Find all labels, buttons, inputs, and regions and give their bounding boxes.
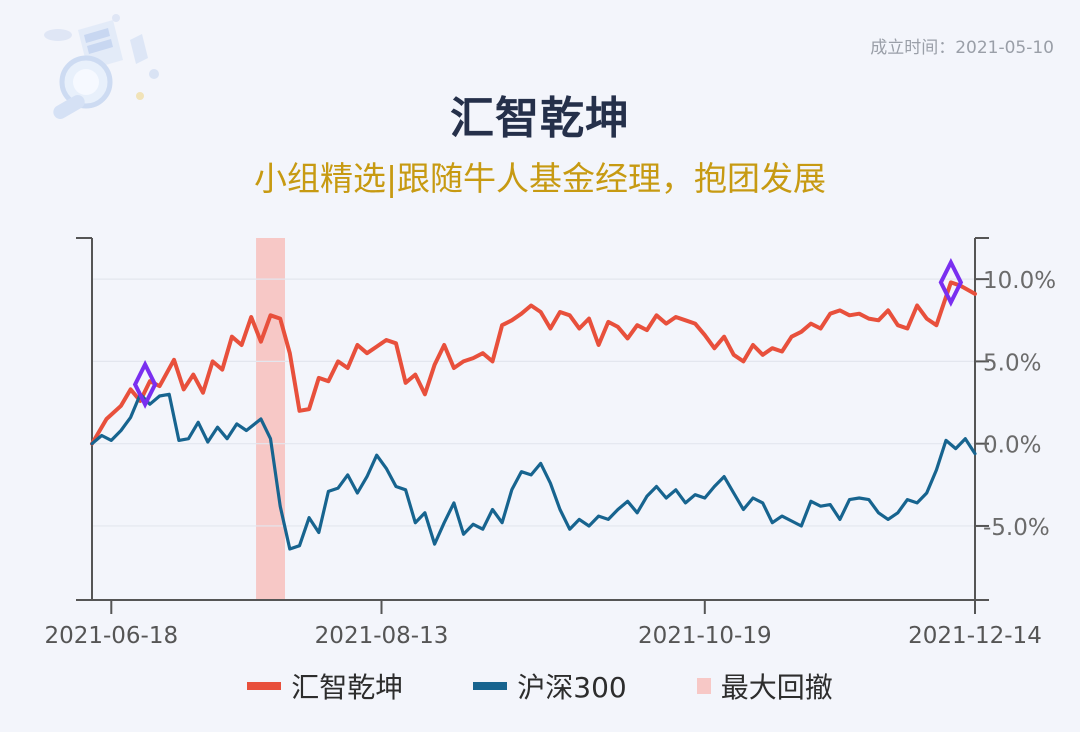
tick-labels: 10.0% 5.0% 0.0% -5.0% 2021-06-18 2021-08-13 20… bbox=[44, 268, 1056, 649]
x-tick-label: 2021-10-19 bbox=[638, 623, 772, 649]
series-line-index bbox=[90, 392, 977, 551]
axes bbox=[76, 237, 989, 614]
y-tick-label: -5.0% bbox=[983, 515, 1050, 541]
founded-date: 成立时间：2021-05-10 bbox=[870, 38, 1054, 58]
x-tick-label: 2021-08-13 bbox=[315, 623, 449, 649]
grid-lines bbox=[92, 278, 975, 527]
diamond-marker bbox=[132, 359, 158, 409]
legend-label-fund: 汇智乾坤 bbox=[291, 671, 404, 704]
legend: 汇智乾坤 沪深300 最大回撤 bbox=[0, 666, 1080, 706]
legend-swatch-index bbox=[473, 682, 508, 690]
markers bbox=[132, 257, 964, 409]
diamond-marker bbox=[938, 257, 964, 307]
page-title: 汇智乾坤 bbox=[450, 93, 630, 144]
legend-item-fund[interactable]: 汇智乾坤 bbox=[247, 666, 403, 706]
legend-swatch-drawdown bbox=[696, 678, 711, 694]
legend-label-drawdown: 最大回撤 bbox=[720, 671, 833, 704]
y-tick-label: 0.0% bbox=[983, 433, 1041, 459]
y-tick-label: 5.0% bbox=[983, 350, 1041, 376]
series-lines bbox=[90, 280, 977, 551]
legend-item-drawdown[interactable]: 最大回撤 bbox=[696, 666, 833, 706]
legend-item-index[interactable]: 沪深300 bbox=[473, 666, 627, 706]
performance-chart: 10.0% 5.0% 0.0% -5.0% 2021-06-18 2021-08-13 20… bbox=[44, 237, 1056, 649]
x-tick-label: 2021-12-14 bbox=[908, 623, 1042, 649]
page-subtitle: 小组精选|跟随牛人基金经理，抱团发展 bbox=[253, 159, 827, 198]
legend-label-index: 沪深300 bbox=[517, 671, 627, 704]
series-line-fund bbox=[90, 280, 977, 446]
x-tick-label: 2021-06-18 bbox=[44, 623, 178, 649]
y-tick-label: 10.0% bbox=[983, 268, 1056, 294]
logo-illustration bbox=[44, 14, 159, 119]
legend-swatch-fund bbox=[247, 682, 282, 690]
